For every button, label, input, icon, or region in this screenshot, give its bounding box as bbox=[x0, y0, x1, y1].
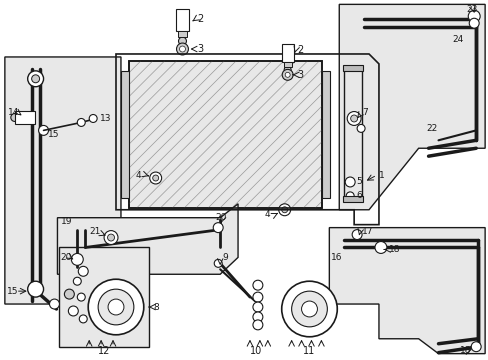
Circle shape bbox=[356, 125, 365, 132]
Circle shape bbox=[281, 207, 287, 213]
Bar bbox=[177, 31, 187, 37]
Text: 24: 24 bbox=[451, 35, 463, 44]
Text: 3: 3 bbox=[197, 44, 203, 54]
Text: 3: 3 bbox=[297, 70, 303, 80]
Circle shape bbox=[78, 266, 88, 276]
Circle shape bbox=[77, 118, 85, 126]
Text: 18: 18 bbox=[459, 346, 471, 355]
Circle shape bbox=[152, 175, 158, 181]
Bar bbox=[60, 247, 148, 347]
Bar bbox=[175, 9, 189, 31]
Circle shape bbox=[252, 302, 263, 312]
Text: 7: 7 bbox=[361, 108, 367, 117]
Circle shape bbox=[88, 279, 143, 335]
Bar bbox=[343, 65, 362, 71]
Bar bbox=[322, 71, 330, 198]
Circle shape bbox=[285, 72, 289, 77]
Text: 15: 15 bbox=[7, 287, 19, 296]
Bar bbox=[129, 61, 322, 208]
Text: 9: 9 bbox=[222, 253, 227, 262]
Circle shape bbox=[284, 66, 290, 73]
Text: 2: 2 bbox=[297, 45, 303, 55]
Circle shape bbox=[252, 312, 263, 322]
Text: 11: 11 bbox=[303, 346, 315, 356]
Bar bbox=[283, 62, 291, 67]
Circle shape bbox=[345, 177, 354, 187]
Circle shape bbox=[176, 43, 188, 55]
Text: 15: 15 bbox=[47, 130, 59, 139]
Circle shape bbox=[351, 230, 361, 239]
Circle shape bbox=[374, 242, 386, 253]
Polygon shape bbox=[57, 204, 238, 274]
Bar bbox=[343, 196, 362, 202]
Text: 14: 14 bbox=[8, 108, 19, 117]
Circle shape bbox=[28, 281, 43, 297]
Circle shape bbox=[468, 10, 479, 22]
Text: 16: 16 bbox=[331, 253, 342, 262]
Circle shape bbox=[468, 18, 478, 28]
Text: 4: 4 bbox=[264, 210, 270, 219]
Text: 21: 21 bbox=[89, 227, 101, 236]
Text: 1: 1 bbox=[378, 171, 384, 180]
Text: 12: 12 bbox=[98, 346, 110, 356]
Circle shape bbox=[278, 204, 290, 216]
Circle shape bbox=[291, 291, 326, 327]
Polygon shape bbox=[5, 57, 121, 304]
Text: 2: 2 bbox=[197, 14, 203, 24]
Bar bbox=[344, 69, 361, 198]
Text: 19: 19 bbox=[61, 217, 73, 226]
Circle shape bbox=[49, 299, 60, 309]
Bar bbox=[15, 111, 35, 125]
Circle shape bbox=[346, 192, 353, 200]
Circle shape bbox=[64, 289, 74, 299]
Text: 23: 23 bbox=[466, 5, 477, 14]
Circle shape bbox=[179, 46, 185, 52]
Circle shape bbox=[28, 71, 43, 87]
Polygon shape bbox=[339, 4, 484, 210]
Circle shape bbox=[346, 112, 360, 125]
Circle shape bbox=[213, 223, 223, 233]
Text: 22: 22 bbox=[426, 124, 437, 133]
Circle shape bbox=[252, 320, 263, 330]
Circle shape bbox=[89, 114, 97, 122]
Circle shape bbox=[470, 342, 480, 352]
Bar bbox=[281, 44, 293, 62]
Circle shape bbox=[214, 260, 222, 267]
Circle shape bbox=[39, 125, 48, 135]
Circle shape bbox=[79, 315, 87, 323]
Text: 4: 4 bbox=[136, 171, 141, 180]
Circle shape bbox=[104, 231, 118, 244]
Text: 5: 5 bbox=[355, 177, 361, 186]
Circle shape bbox=[252, 292, 263, 302]
Circle shape bbox=[71, 253, 83, 265]
Circle shape bbox=[149, 172, 162, 184]
Text: 20: 20 bbox=[61, 253, 72, 262]
Circle shape bbox=[77, 293, 85, 301]
Text: 8: 8 bbox=[153, 302, 159, 311]
Circle shape bbox=[107, 234, 114, 241]
Circle shape bbox=[350, 115, 357, 122]
Polygon shape bbox=[328, 228, 484, 354]
Text: 18: 18 bbox=[388, 245, 400, 254]
Circle shape bbox=[68, 306, 78, 316]
Text: 10: 10 bbox=[249, 346, 262, 356]
Circle shape bbox=[108, 299, 123, 315]
Text: 17: 17 bbox=[361, 227, 373, 236]
Circle shape bbox=[73, 277, 81, 285]
Circle shape bbox=[281, 281, 337, 337]
Circle shape bbox=[11, 113, 19, 121]
Bar bbox=[129, 61, 322, 208]
Circle shape bbox=[282, 69, 292, 80]
Circle shape bbox=[301, 301, 317, 317]
Circle shape bbox=[252, 280, 263, 290]
Text: 20: 20 bbox=[215, 213, 226, 222]
Text: 13: 13 bbox=[100, 114, 111, 123]
Text: 6: 6 bbox=[355, 192, 361, 201]
Circle shape bbox=[32, 75, 40, 83]
Bar bbox=[121, 71, 129, 198]
Circle shape bbox=[98, 289, 134, 325]
Circle shape bbox=[178, 37, 186, 45]
